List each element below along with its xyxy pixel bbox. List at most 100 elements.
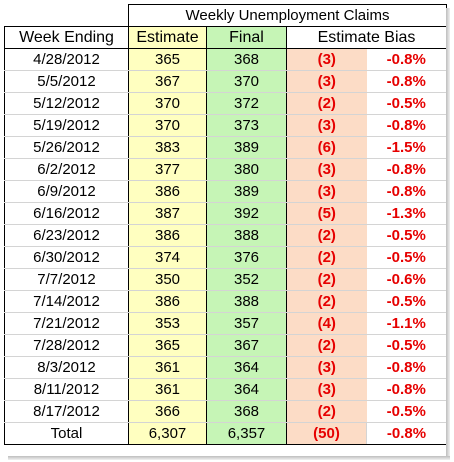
final-cell[interactable]: 372 [206,92,287,115]
estimate-header[interactable]: Estimate [128,26,207,49]
estimate-bias-header[interactable]: Estimate Bias [286,26,448,49]
week-ending-cell[interactable]: 7/7/2012 [4,268,129,291]
total-final-cell[interactable]: 6,357 [206,422,287,445]
bias-percent-cell[interactable]: -1.3% [366,202,448,225]
final-cell[interactable]: 376 [206,246,287,269]
estimate-cell[interactable]: 367 [128,70,207,93]
blank-corner-cell[interactable] [4,4,129,27]
bias-cell[interactable]: (4) [286,312,367,335]
estimate-cell[interactable]: 387 [128,202,207,225]
bias-percent-cell[interactable]: -0.8% [366,180,448,203]
week-ending-cell[interactable]: 6/30/2012 [4,246,129,269]
table-row: 5/26/2012 383 389 (6) -1.5% [4,136,448,159]
week-ending-cell[interactable]: 6/9/2012 [4,180,129,203]
bias-cell[interactable]: (3) [286,158,367,181]
final-cell[interactable]: 373 [206,114,287,137]
final-cell[interactable]: 352 [206,268,287,291]
bias-percent-cell[interactable]: -0.5% [366,400,448,423]
week-ending-cell[interactable]: 8/3/2012 [4,356,129,379]
estimate-cell[interactable]: 386 [128,224,207,247]
final-cell[interactable]: 388 [206,290,287,313]
bias-cell[interactable]: (2) [286,92,367,115]
estimate-cell[interactable]: 361 [128,356,207,379]
final-cell[interactable]: 368 [206,48,287,71]
bias-cell[interactable]: (2) [286,246,367,269]
bias-percent-cell[interactable]: -0.8% [366,70,448,93]
bias-percent-cell[interactable]: -1.1% [366,312,448,335]
bias-cell[interactable]: (3) [286,180,367,203]
bias-percent-cell[interactable]: -0.8% [366,356,448,379]
estimate-cell[interactable]: 377 [128,158,207,181]
estimate-cell[interactable]: 370 [128,114,207,137]
bias-cell[interactable]: (2) [286,290,367,313]
final-cell[interactable]: 392 [206,202,287,225]
bias-cell[interactable]: (6) [286,136,367,159]
final-cell[interactable]: 370 [206,70,287,93]
week-ending-cell[interactable]: 5/26/2012 [4,136,129,159]
total-estimate-cell[interactable]: 6,307 [128,422,207,445]
final-header[interactable]: Final [206,26,287,49]
table-row: 4/28/2012 365 368 (3) -0.8% [4,48,448,71]
estimate-cell[interactable]: 386 [128,180,207,203]
estimate-cell[interactable]: 370 [128,92,207,115]
bias-percent-cell[interactable]: -0.5% [366,224,448,247]
final-cell[interactable]: 389 [206,180,287,203]
final-cell[interactable]: 357 [206,312,287,335]
bias-cell[interactable]: (2) [286,268,367,291]
estimate-cell[interactable]: 353 [128,312,207,335]
final-cell[interactable]: 389 [206,136,287,159]
bias-cell[interactable]: (3) [286,356,367,379]
estimate-cell[interactable]: 350 [128,268,207,291]
week-ending-cell[interactable]: 7/28/2012 [4,334,129,357]
total-bias-cell[interactable]: (50) [286,422,367,445]
estimate-cell[interactable]: 365 [128,334,207,357]
week-ending-cell[interactable]: 5/5/2012 [4,70,129,93]
bias-percent-cell[interactable]: -1.5% [366,136,448,159]
bias-percent-cell[interactable]: -0.8% [366,48,448,71]
bias-cell[interactable]: (2) [286,400,367,423]
estimate-cell[interactable]: 361 [128,378,207,401]
bias-cell[interactable]: (3) [286,48,367,71]
bias-cell[interactable]: (5) [286,202,367,225]
bias-percent-cell[interactable]: -0.8% [366,114,448,137]
week-ending-cell[interactable]: 5/12/2012 [4,92,129,115]
bias-percent-cell[interactable]: -0.8% [366,158,448,181]
bias-cell[interactable]: (2) [286,224,367,247]
final-cell[interactable]: 380 [206,158,287,181]
estimate-cell[interactable]: 365 [128,48,207,71]
total-bias-percent-cell[interactable]: -0.8% [366,422,448,445]
column-header-row: Week Ending Estimate Final Estimate Bias [4,26,448,49]
bias-cell[interactable]: (3) [286,378,367,401]
estimate-cell[interactable]: 383 [128,136,207,159]
final-cell[interactable]: 364 [206,378,287,401]
week-ending-cell[interactable]: 8/11/2012 [4,378,129,401]
week-ending-header[interactable]: Week Ending [4,26,129,49]
bias-percent-cell[interactable]: -0.5% [366,290,448,313]
bias-percent-cell[interactable]: -0.6% [366,268,448,291]
week-ending-cell[interactable]: 7/14/2012 [4,290,129,313]
bias-percent-cell[interactable]: -0.5% [366,334,448,357]
bias-percent-cell[interactable]: -0.8% [366,378,448,401]
final-cell[interactable]: 388 [206,224,287,247]
week-ending-cell[interactable]: 6/16/2012 [4,202,129,225]
bias-cell[interactable]: (3) [286,70,367,93]
week-ending-cell[interactable]: 6/23/2012 [4,224,129,247]
week-ending-cell[interactable]: 5/19/2012 [4,114,129,137]
estimate-cell[interactable]: 366 [128,400,207,423]
bias-cell[interactable]: (3) [286,114,367,137]
final-cell[interactable]: 368 [206,400,287,423]
week-ending-cell[interactable]: 7/21/2012 [4,312,129,335]
final-cell[interactable]: 364 [206,356,287,379]
spreadsheet-range: Weekly Unemployment Claims Week Ending E… [4,4,448,445]
estimate-cell[interactable]: 386 [128,290,207,313]
week-ending-cell[interactable]: 4/28/2012 [4,48,129,71]
bias-percent-cell[interactable]: -0.5% [366,92,448,115]
bias-percent-cell[interactable]: -0.5% [366,246,448,269]
total-label-cell[interactable]: Total [4,422,129,445]
group-title-cell[interactable]: Weekly Unemployment Claims [127,4,448,27]
final-cell[interactable]: 367 [206,334,287,357]
week-ending-cell[interactable]: 6/2/2012 [4,158,129,181]
week-ending-cell[interactable]: 8/17/2012 [4,400,129,423]
bias-cell[interactable]: (2) [286,334,367,357]
estimate-cell[interactable]: 374 [128,246,207,269]
